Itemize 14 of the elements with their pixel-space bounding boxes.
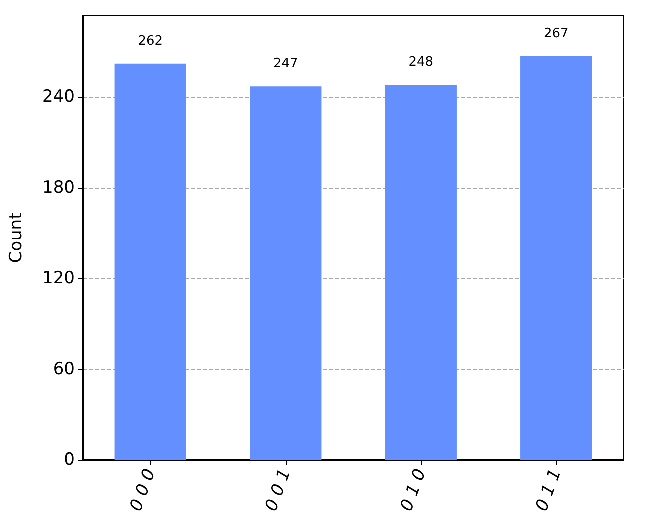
data-label: 247 [273,56,298,72]
y-tick-label: 180 [42,178,75,198]
y-tick-label: 120 [42,268,75,289]
data-label: 267 [544,26,569,42]
y-tick-label: 240 [42,87,75,108]
data-label: 248 [408,55,434,70]
x-tick-label: 0 0 1 [262,466,296,514]
x-tick-label: 0 1 1 [532,466,566,514]
x-tick-label: 0 0 0 [126,466,160,514]
data-label: 262 [138,34,164,49]
y-tick-label: 60 [53,359,75,380]
x-tick-label: 0 1 0 [396,466,431,514]
y-tick-label: 0 [64,450,75,470]
y-axis-title: Count [6,212,26,264]
